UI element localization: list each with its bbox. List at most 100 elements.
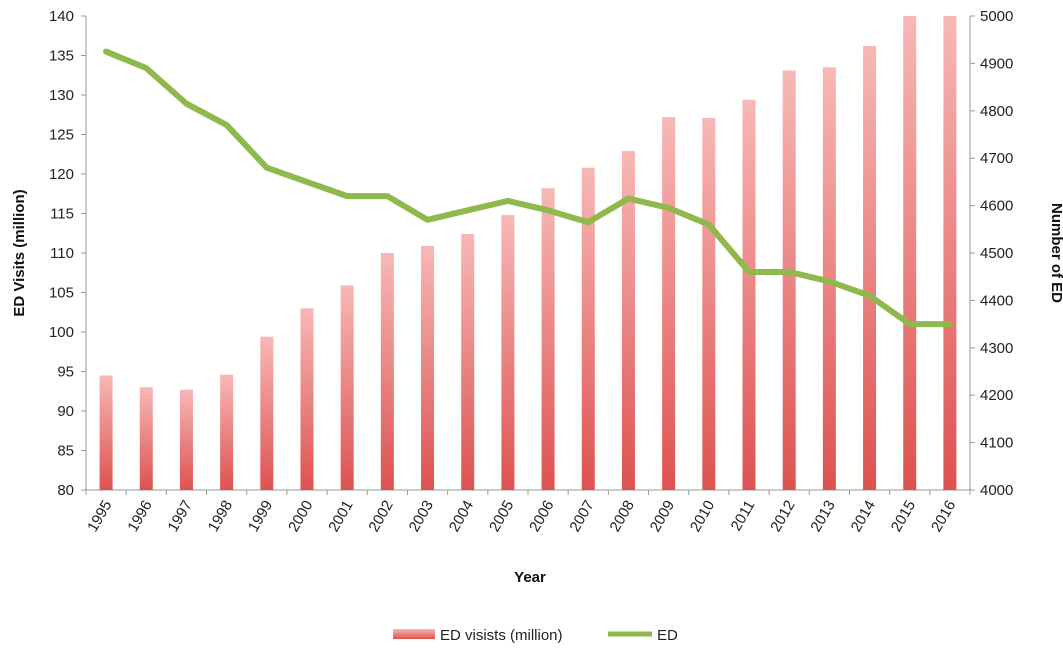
line-point: [346, 195, 349, 198]
line-point: [788, 270, 791, 273]
line-point: [145, 67, 148, 70]
y-tick-label: 110: [50, 245, 74, 262]
y2-tick-label: 4200: [980, 387, 1013, 404]
line-point: [185, 102, 188, 105]
y-tick-label: 130: [49, 87, 74, 104]
x-tick-label: 2016: [928, 498, 959, 535]
y2-tick-label: 4100: [980, 435, 1013, 452]
bar: [782, 70, 796, 490]
bar: [421, 245, 435, 490]
y-tick-label: 135: [49, 48, 74, 65]
bar: [903, 16, 917, 490]
y-tick-label: 115: [50, 206, 74, 223]
bar: [220, 374, 234, 490]
y-tick-label: 90: [57, 403, 74, 420]
bar: [340, 285, 354, 490]
x-tick-label: 2013: [807, 498, 838, 535]
line-point: [105, 50, 108, 53]
x-tick-label: 2010: [687, 498, 718, 535]
x-tick-label: 2012: [767, 498, 798, 535]
x-tick-label: 2005: [486, 498, 517, 535]
line-point: [306, 180, 308, 183]
x-tick-label: 2002: [365, 498, 396, 535]
y2-tick-label: 4400: [980, 292, 1013, 309]
legend-label-bars: ED visists (million): [440, 627, 563, 644]
labels-layer: Year ED Visits (million) Number of ED: [11, 189, 1063, 586]
line-point: [506, 199, 509, 202]
y2-tick-label: 4500: [980, 245, 1013, 262]
line-point: [828, 280, 831, 283]
x-tick-label: 1997: [165, 498, 196, 535]
x-tick-label: 2015: [888, 498, 919, 535]
y2-tick-label: 5000: [980, 8, 1013, 25]
x-tick-label: 2003: [406, 498, 437, 535]
line-point: [426, 218, 429, 221]
y2-tick-label: 4700: [980, 150, 1013, 167]
legend-label-line: ED: [657, 627, 678, 644]
y-tick-label: 95: [57, 364, 74, 381]
legend: ED visists (million) ED: [393, 627, 678, 644]
x-tick-label: 1998: [205, 498, 236, 535]
line-point: [748, 270, 750, 273]
x-tick-label: 2014: [848, 498, 879, 535]
bar-series: [99, 16, 957, 491]
x-tick-label: 2008: [607, 498, 638, 535]
line-point: [948, 323, 951, 326]
y2-tick-label: 4300: [980, 340, 1013, 357]
bar: [702, 117, 716, 490]
y-tick-label: 105: [49, 285, 74, 302]
bar: [943, 16, 957, 490]
bar: [380, 253, 394, 490]
line-point: [868, 294, 871, 297]
bar: [581, 167, 595, 490]
x-tick-label: 2001: [325, 498, 356, 535]
line-series: [103, 48, 953, 328]
bar: [99, 375, 113, 490]
line-point: [587, 221, 590, 224]
y-tick-label: 80: [57, 482, 74, 499]
x-tick-label: 1995: [84, 498, 115, 535]
bar: [863, 46, 877, 491]
y-tick-label: 125: [49, 127, 74, 144]
bar: [139, 387, 153, 490]
line-point: [265, 166, 268, 169]
y-tick-label: 85: [57, 443, 74, 460]
x-tick-label: 2011: [728, 498, 759, 534]
bar: [461, 234, 475, 490]
x-tick-label: 2006: [526, 498, 557, 535]
bar: [300, 308, 314, 490]
x-tick-label: 1996: [124, 498, 155, 535]
x-tick-label: 2009: [647, 498, 678, 535]
line-point: [707, 223, 710, 226]
y-tick-label: 140: [49, 8, 74, 25]
y-tick-label: 120: [49, 166, 74, 183]
y2-tick-label: 4000: [980, 482, 1013, 499]
x-tick-label: 2007: [566, 498, 597, 535]
line-point: [547, 209, 550, 212]
x-tick-label: 2000: [285, 498, 316, 535]
bar: [742, 99, 756, 491]
line-point: [225, 124, 228, 127]
line-point: [627, 197, 630, 200]
line-point: [386, 195, 389, 198]
bar: [621, 151, 635, 490]
line-point: [667, 206, 670, 209]
y2-tick-label: 4600: [980, 198, 1013, 215]
line-point: [466, 209, 469, 212]
y-tick-label: 100: [49, 324, 74, 341]
y2-tick-label: 4800: [980, 103, 1013, 120]
bar: [179, 389, 193, 490]
x-tick-label: 1999: [245, 498, 276, 535]
line-path: [103, 48, 953, 328]
y2-tick-label: 4900: [980, 55, 1013, 72]
legend-swatch-bars: [393, 629, 435, 639]
y-axis-title: ED Visits (million): [11, 189, 28, 316]
y2-axis-title: Number of ED: [1048, 203, 1063, 303]
bar: [260, 336, 274, 490]
line-point: [908, 323, 911, 326]
bar: [541, 188, 555, 490]
x-axis-title: Year: [514, 569, 546, 586]
bar: [662, 117, 676, 491]
x-tick-label: 2004: [446, 498, 477, 535]
